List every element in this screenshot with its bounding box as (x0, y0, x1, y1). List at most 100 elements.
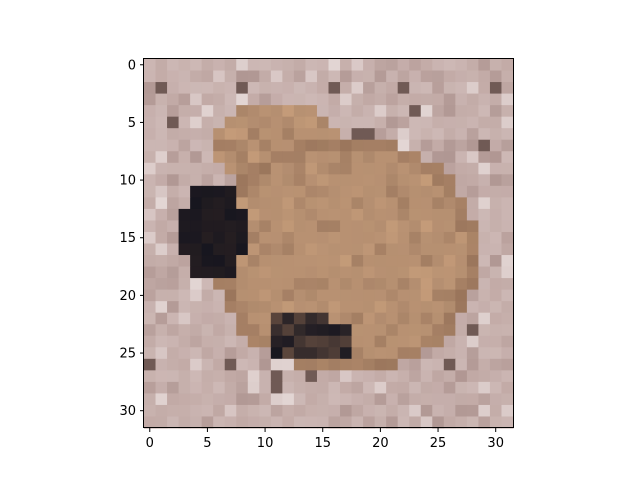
image-pixel (201, 59, 214, 72)
image-pixel (190, 404, 203, 418)
image-pixel (270, 220, 283, 233)
image-pixel (201, 370, 214, 383)
image-pixel (282, 278, 295, 291)
image-pixel (259, 301, 272, 314)
image-pixel (247, 301, 260, 314)
image-pixel (293, 278, 307, 291)
image-pixel (236, 358, 249, 371)
image-pixel (155, 82, 168, 95)
image-pixel (397, 59, 410, 72)
image-pixel (455, 139, 468, 152)
image-pixel (420, 255, 433, 268)
image-pixel (236, 105, 249, 118)
image-pixel (432, 416, 445, 429)
image-pixel (455, 370, 468, 383)
image-pixel (224, 139, 237, 152)
image-pixel (455, 128, 468, 141)
image-pixel (409, 82, 422, 95)
image-pixel (397, 255, 410, 268)
image-pixel (363, 324, 376, 337)
image-pixel (247, 347, 260, 360)
image-pixel (478, 266, 491, 279)
image-pixel (340, 404, 353, 418)
image-pixel (167, 370, 180, 383)
image-pixel (259, 312, 272, 325)
image-pixel (489, 289, 503, 302)
image-pixel (397, 231, 410, 245)
image-pixel (501, 231, 514, 245)
image-pixel (489, 231, 503, 245)
image-pixel (282, 93, 295, 106)
image-pixel (432, 185, 445, 198)
image-pixel (224, 197, 237, 210)
image-pixel (270, 255, 283, 268)
image-pixel (351, 59, 364, 72)
image-pixel (397, 301, 410, 314)
image-pixel (386, 93, 399, 106)
image-pixel (466, 185, 480, 198)
image-pixel (270, 70, 283, 83)
image-pixel (386, 82, 399, 95)
image-pixel (236, 151, 249, 164)
image-pixel (270, 197, 283, 210)
image-pixel (432, 197, 445, 210)
image-pixel (224, 174, 237, 187)
image-pixel (374, 243, 387, 256)
image-pixel (501, 139, 514, 152)
image-pixel (178, 151, 191, 164)
image-pixel (443, 370, 456, 383)
image-pixel (178, 278, 191, 291)
image-pixel (409, 393, 422, 406)
image-pixel (236, 208, 249, 222)
image-pixel (213, 197, 226, 210)
image-pixel (178, 174, 191, 187)
image-pixel (420, 278, 433, 291)
image-pixel (501, 404, 514, 418)
image-pixel (397, 220, 410, 233)
image-pixel (455, 70, 468, 83)
image-pixel (443, 128, 456, 141)
image-pixel (466, 162, 480, 175)
image-pixel (224, 220, 237, 233)
image-pixel (386, 324, 399, 337)
image-pixel (443, 220, 456, 233)
image-pixel (259, 208, 272, 222)
image-pixel (501, 312, 514, 325)
image-pixel (190, 381, 203, 395)
image-pixel (236, 370, 249, 383)
x-axis-ticks: 0 5 10 15 20 25 30 (146, 428, 504, 451)
image-pixel (340, 370, 353, 383)
image-pixel (409, 139, 422, 152)
image-pixel (489, 335, 503, 348)
image-pixel (178, 347, 191, 360)
image-pixel (144, 324, 157, 337)
image-pixel (386, 370, 399, 383)
image-pixel (213, 151, 226, 164)
image-pixel (178, 220, 191, 233)
image-pixel (374, 393, 387, 406)
image-pixel (167, 243, 180, 256)
image-pixel (259, 128, 272, 141)
image-pixel (201, 82, 214, 95)
image-pixel (489, 162, 503, 175)
image-pixel (443, 70, 456, 83)
image-pixel (478, 208, 491, 222)
image-pixel (432, 301, 445, 314)
image-pixel (224, 70, 237, 83)
image-pixel (213, 335, 226, 348)
image-pixel (351, 255, 364, 268)
image-pixel (190, 139, 203, 152)
image-pixel (144, 301, 157, 314)
image-pixel (259, 381, 272, 395)
image-pixel (190, 312, 203, 325)
image-pixel (224, 266, 237, 279)
image-pixel (190, 416, 203, 429)
image-pixel (259, 358, 272, 371)
image-pixel (478, 93, 491, 106)
image-pixel (293, 70, 307, 83)
image-pixel (201, 243, 214, 256)
image-pixel (213, 416, 226, 429)
image-pixel (397, 312, 410, 325)
image-pixel (305, 381, 318, 395)
image-pixel (224, 162, 237, 175)
